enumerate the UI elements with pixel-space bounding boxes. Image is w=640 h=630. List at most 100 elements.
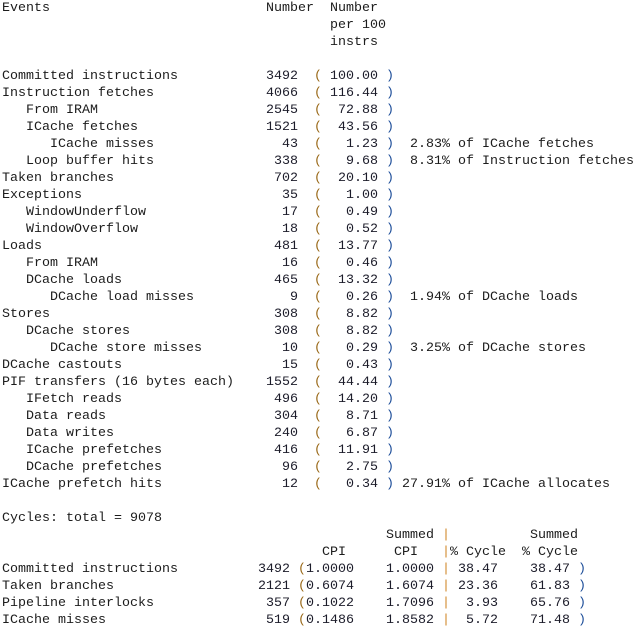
open-paren: ( (314, 137, 322, 152)
close-paren: ) (386, 307, 394, 322)
close-paren: ) (386, 69, 394, 84)
open-paren: ( (314, 239, 322, 254)
event-label: Exceptions (2, 188, 82, 203)
event-per100: 11.91 (338, 443, 378, 458)
open-paren: ( (298, 579, 306, 594)
event-per100: 6.87 (346, 426, 378, 441)
event-note: 2.83% of ICache fetches (410, 137, 594, 152)
event-per100: 0.46 (346, 256, 378, 271)
close-paren: ) (386, 358, 394, 373)
open-paren: ( (314, 86, 322, 101)
event-number: 496 (274, 392, 298, 407)
event-number: 4066 (266, 86, 298, 101)
close-paren: ) (578, 562, 586, 577)
cycle-number: 2121 (258, 579, 290, 594)
summed-pct-cycle-value: 38.47 (530, 562, 570, 577)
event-per100: 44.44 (338, 375, 378, 390)
event-number: 2545 (266, 103, 298, 118)
open-paren: ( (314, 256, 322, 271)
event-number: 9 (290, 290, 298, 305)
close-paren: ) (578, 596, 586, 611)
event-label: ICache prefetches (26, 443, 162, 458)
per100-header-line3: instrs (330, 35, 378, 50)
event-per100: 8.71 (346, 409, 378, 424)
event-label: Instruction fetches (2, 86, 154, 101)
open-paren: ( (314, 205, 322, 220)
event-number: 18 (282, 222, 298, 237)
event-number: 308 (274, 307, 298, 322)
event-label: PIF transfers (16 bytes each) (2, 375, 234, 390)
event-label: Data reads (26, 409, 106, 424)
close-paren: ) (386, 256, 394, 271)
separator: | (442, 596, 450, 611)
event-label: DCache load misses (50, 290, 194, 305)
event-per100: 100.00 (330, 69, 378, 84)
event-per100: 0.43 (346, 358, 378, 373)
open-paren: ( (314, 324, 322, 339)
event-label: Stores (2, 307, 50, 322)
separator: | (442, 545, 450, 560)
event-number: 240 (274, 426, 298, 441)
event-label: ICache fetches (26, 120, 138, 135)
per100-header-line2: per 100 (330, 18, 386, 33)
close-paren: ) (386, 341, 394, 356)
close-paren: ) (386, 290, 394, 305)
event-label: ICache prefetch hits (2, 477, 162, 492)
open-paren: ( (314, 154, 322, 169)
per100-header-line1: Number (330, 1, 378, 16)
close-paren: ) (386, 205, 394, 220)
open-paren: ( (314, 307, 322, 322)
event-number: 35 (282, 188, 298, 203)
open-paren: ( (314, 222, 322, 237)
event-number: 308 (274, 324, 298, 339)
event-number: 10 (282, 341, 298, 356)
cpi-value: 0.1486 (306, 613, 354, 628)
open-paren: ( (314, 341, 322, 356)
event-label: Committed instructions (2, 69, 178, 84)
open-paren: ( (314, 392, 322, 407)
close-paren: ) (386, 239, 394, 254)
close-paren: ) (386, 375, 394, 390)
close-paren: ) (386, 426, 394, 441)
summed-cpi-value: 1.6074 (386, 579, 434, 594)
event-number: 15 (282, 358, 298, 373)
event-number: 1552 (266, 375, 298, 390)
cpi-value: 0.1022 (306, 596, 354, 611)
cycle-number: 357 (266, 596, 290, 611)
event-per100: 2.75 (346, 460, 378, 475)
open-paren: ( (314, 409, 322, 424)
event-number: 1521 (266, 120, 298, 135)
open-paren: ( (298, 596, 306, 611)
event-per100: 0.49 (346, 205, 378, 220)
event-number: 43 (282, 137, 298, 152)
close-paren: ) (578, 579, 586, 594)
event-number: 3492 (266, 69, 298, 84)
event-per100: 20.10 (338, 171, 378, 186)
event-label: From IRAM (26, 103, 98, 118)
close-paren: ) (386, 103, 394, 118)
event-note: 1.94% of DCache loads (410, 290, 578, 305)
open-paren: ( (314, 69, 322, 84)
close-paren: ) (386, 443, 394, 458)
event-number: 481 (274, 239, 298, 254)
pct-cycle-value: 5.72 (466, 613, 498, 628)
close-paren: ) (386, 154, 394, 169)
event-label: DCache castouts (2, 358, 122, 373)
open-paren: ( (314, 120, 322, 135)
open-paren: ( (314, 103, 322, 118)
close-paren: ) (578, 613, 586, 628)
cycles-total: Cycles: total = 9078 (2, 511, 162, 526)
close-paren: ) (386, 120, 394, 135)
event-number: 17 (282, 205, 298, 220)
summed-pct-cycle-value: 65.76 (530, 596, 570, 611)
cycle-label: Taken branches (2, 579, 114, 594)
close-paren: ) (386, 324, 394, 339)
close-paren: ) (386, 460, 394, 475)
event-note: 27.91% of ICache allocates (402, 477, 610, 492)
cpi-header: CPI (322, 545, 346, 560)
open-paren: ( (314, 460, 322, 475)
pct-cycle-value: 3.93 (466, 596, 498, 611)
pct-cycle-value: 23.36 (458, 579, 498, 594)
event-label: WindowOverflow (26, 222, 138, 237)
